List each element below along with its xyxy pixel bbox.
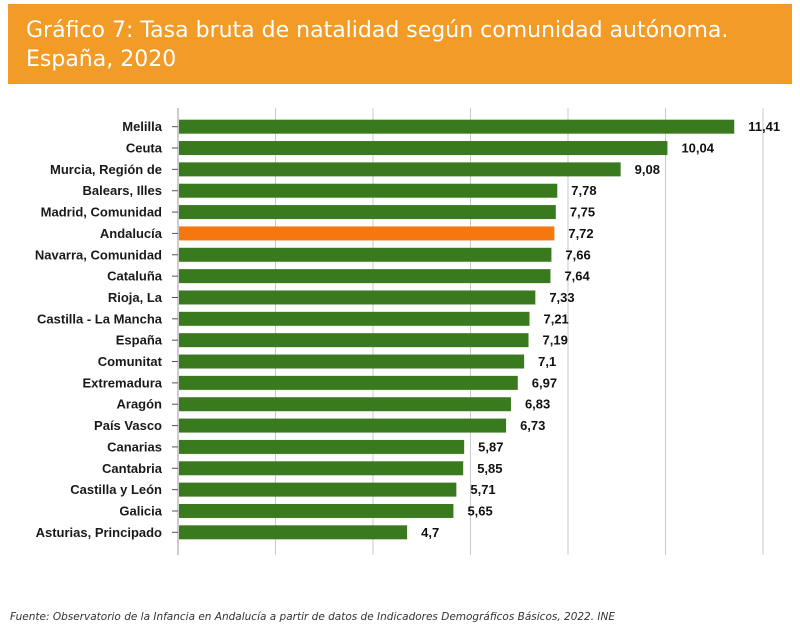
- bar: [179, 311, 530, 326]
- category-label: Canarias: [107, 439, 162, 454]
- category-label: País Vasco: [94, 418, 162, 433]
- value-label: 5,85: [477, 461, 502, 476]
- category-label: Asturias, Principado: [36, 525, 162, 540]
- category-label: Navarra, Comunidad: [35, 247, 162, 262]
- bar: [179, 162, 621, 177]
- bar: [179, 183, 558, 198]
- bar: [179, 525, 408, 540]
- bar-chart: Melilla 11,41 Ceuta 10,04 Murcia, Región de 9…: [35, 108, 780, 555]
- category-label: Castilla y León: [70, 482, 162, 497]
- value-label: 5,87: [478, 439, 503, 454]
- bar: [179, 269, 551, 284]
- category-label: Madrid, Comunidad: [41, 205, 162, 220]
- value-label: 7,33: [549, 290, 574, 305]
- value-label: 7,19: [543, 333, 568, 348]
- bar: [179, 439, 465, 454]
- category-label: Extremadura: [83, 375, 163, 390]
- bar: [179, 375, 518, 390]
- source-note: Fuente: Observatorio de la Infancia en A…: [10, 611, 615, 623]
- bar: [179, 503, 454, 518]
- category-label: España: [116, 333, 163, 348]
- bar: [179, 333, 529, 348]
- category-label: Melilla: [122, 119, 163, 134]
- value-label: 4,7: [421, 525, 439, 540]
- value-label: 7,72: [568, 226, 593, 241]
- value-label: 7,75: [570, 205, 595, 220]
- bar: [179, 354, 525, 369]
- category-label: Rioja, La: [108, 290, 163, 305]
- category-label: Comunitat: [98, 354, 163, 369]
- category-label: Galicia: [119, 503, 162, 518]
- value-label: 6,97: [532, 375, 557, 390]
- value-label: 5,65: [467, 503, 492, 518]
- value-label: 6,73: [520, 418, 545, 433]
- value-label: 6,83: [525, 397, 550, 412]
- chart-title: Gráfico 7: Tasa bruta de natalidad según…: [26, 18, 729, 72]
- value-label: 7,66: [565, 247, 590, 262]
- value-label: 7,21: [543, 311, 568, 326]
- value-label: 5,71: [470, 482, 495, 497]
- bar: [179, 226, 555, 241]
- value-label: 7,64: [564, 269, 590, 284]
- bar: [179, 141, 668, 156]
- bar: [179, 397, 511, 412]
- value-label: 10,04: [681, 141, 714, 156]
- value-label: 7,78: [571, 183, 596, 198]
- category-label: Cataluña: [107, 269, 163, 284]
- value-label: 11,41: [748, 119, 780, 134]
- chart-header: Gráfico 7: Tasa bruta de natalidad según…: [8, 4, 792, 84]
- bar: [179, 418, 507, 433]
- category-label: Ceuta: [126, 141, 163, 156]
- category-label: Balears, Illes: [83, 183, 163, 198]
- category-label: Aragón: [117, 397, 163, 412]
- bar: [179, 461, 464, 476]
- value-label: 9,08: [635, 162, 660, 177]
- category-label: Andalucía: [100, 226, 163, 241]
- category-label: Murcia, Región de: [50, 162, 162, 177]
- category-label: Castilla - La Mancha: [37, 311, 163, 326]
- bar: [179, 482, 457, 497]
- value-label: 7,1: [538, 354, 556, 369]
- bar: [179, 247, 552, 262]
- bar: [179, 119, 735, 134]
- bar: [179, 205, 556, 220]
- bar: [179, 290, 536, 305]
- category-label: Cantabria: [102, 461, 163, 476]
